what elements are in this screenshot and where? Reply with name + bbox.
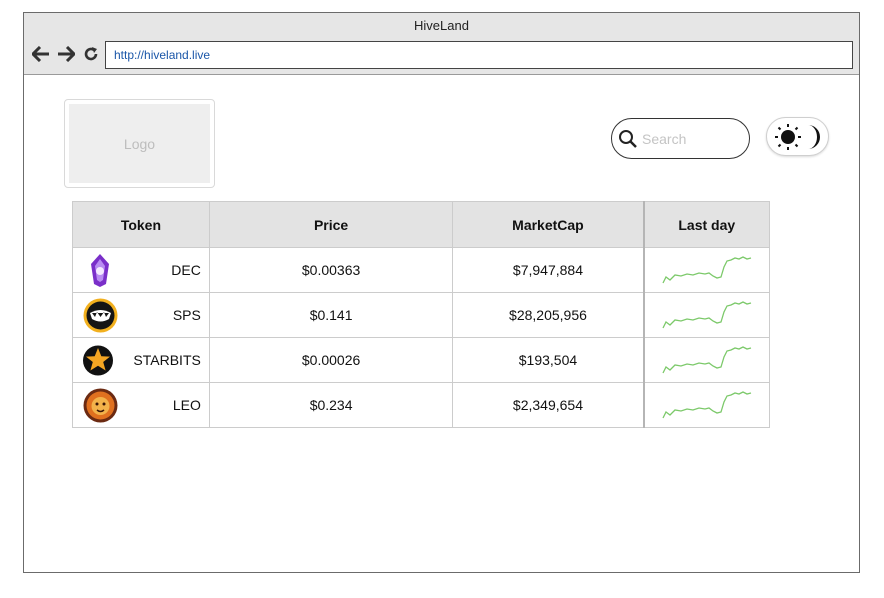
price-cell: $0.00026 [208,337,454,383]
token-name: DEC [171,262,201,278]
token-cell: LEO [72,382,210,428]
table-row[interactable]: DEC $0.00363 $7,947,884 [72,247,770,293]
sparkline-cell [642,337,770,383]
sparkline-cell [642,382,770,428]
search-placeholder: Search [642,130,687,147]
marketcap-cell: $193,504 [452,337,645,383]
table-row[interactable]: STARBITS $0.00026 $193,504 [72,337,770,383]
token-cell: SPS [72,292,210,338]
token-cell: DEC [72,247,210,293]
header-marketcap: MarketCap [452,201,645,248]
browser-titlebar: HiveLand http://hiveland.live [24,13,859,75]
token-name: SPS [172,307,201,323]
arrow-left-icon [31,46,49,62]
token-name: LEO [172,397,201,413]
starbits-star-icon [83,345,113,376]
logo-placeholder: Logo [64,99,215,188]
sun-icon [774,123,801,150]
sparkline-cell [642,247,770,293]
moon-icon [807,124,820,149]
marketcap-cell: $28,205,956 [452,292,645,338]
price-cell: $0.00363 [208,247,454,293]
price-cell: $0.141 [208,292,454,338]
back-button[interactable] [30,44,51,64]
sparkline-chart [662,256,751,284]
address-bar[interactable]: http://hiveland.live [105,41,853,69]
window-title: HiveLand [414,18,469,33]
sparkline-chart [662,301,751,329]
arrow-right-icon [57,46,75,62]
sps-monster-icon [83,298,118,333]
forward-button[interactable] [55,44,76,64]
sparkline-chart [662,346,751,374]
dec-crystal-icon [91,254,109,287]
table-row[interactable]: SPS $0.141 $28,205,956 [72,292,770,338]
token-cell: STARBITS [72,337,210,383]
price-cell: $0.234 [208,382,454,428]
search-icon [619,129,637,148]
header-token: Token [72,201,210,248]
leo-lion-icon [83,388,118,423]
theme-toggle[interactable] [766,117,829,156]
header-price: Price [208,201,454,248]
search-input[interactable]: Search [611,118,750,159]
token-table: Token Price MarketCap Last day DEC $0.00… [72,201,770,428]
sparkline-chart [662,391,751,419]
marketcap-cell: $7,947,884 [452,247,645,293]
header-lastday: Last day [642,201,770,248]
table-row[interactable]: LEO $0.234 $2,349,654 [72,382,770,428]
token-name: STARBITS [133,352,201,368]
marketcap-cell: $2,349,654 [452,382,645,428]
table-header-row: Token Price MarketCap Last day [72,201,770,248]
reload-button[interactable] [80,44,101,64]
reload-icon [84,47,97,61]
nav-buttons [30,44,101,64]
logo-text: Logo [69,104,210,183]
sparkline-cell [642,292,770,338]
